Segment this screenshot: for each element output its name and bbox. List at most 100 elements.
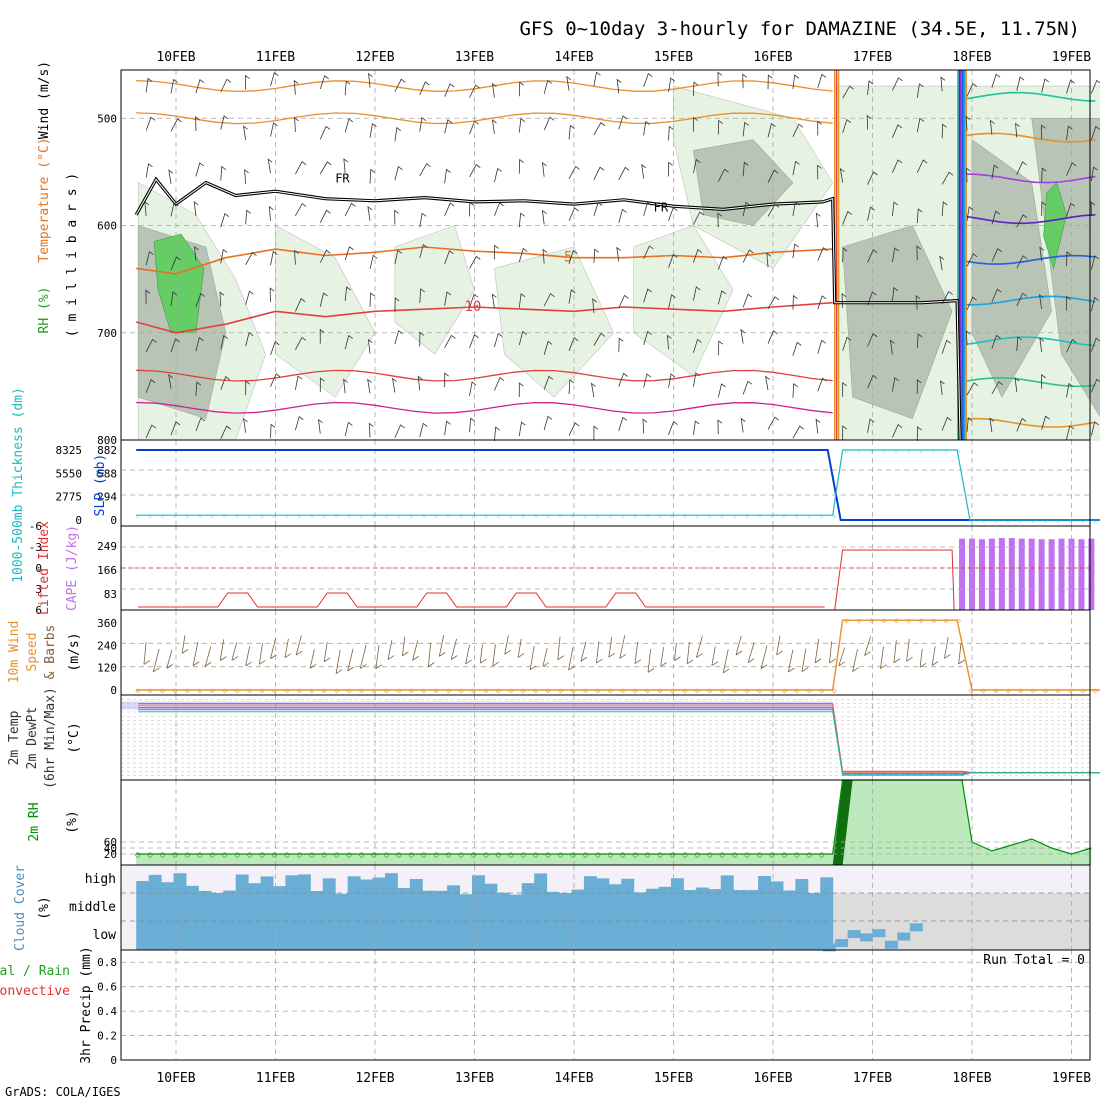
y-axis-label-part: RH (%) xyxy=(37,287,52,334)
thickness-marker: ☆ xyxy=(608,511,613,520)
rh2m-marker: ○ xyxy=(421,850,426,859)
wind-barb xyxy=(469,334,479,349)
cloud-bar xyxy=(807,892,821,950)
thickness-marker: ☆ xyxy=(832,511,837,520)
surface-barb xyxy=(747,642,755,664)
surface-barb xyxy=(359,645,367,669)
wind-barb xyxy=(593,201,603,217)
wind-barb xyxy=(270,373,281,387)
rh2m-marker: ○ xyxy=(583,850,588,859)
surface-barb xyxy=(735,635,743,656)
rh2m-marker: ○ xyxy=(459,850,464,859)
wind-barb xyxy=(742,73,747,89)
wind-barb xyxy=(991,288,1002,303)
wind-barb xyxy=(693,338,702,353)
wind-barb xyxy=(767,330,778,344)
cloud-bar xyxy=(671,878,684,950)
wind-barb xyxy=(742,380,753,395)
rh2m-marker: ○ xyxy=(521,850,526,859)
surface-barb xyxy=(347,648,354,672)
wind-speed-marker: ◇ xyxy=(658,686,663,695)
wind-barb xyxy=(417,375,423,391)
wind-barb xyxy=(543,340,553,356)
wind-barb xyxy=(668,206,678,221)
wind-barb xyxy=(892,377,900,392)
wind-barb xyxy=(394,166,403,181)
cloud-bar xyxy=(884,940,898,949)
wind-barb xyxy=(444,119,453,134)
wind-barb xyxy=(668,161,673,177)
wind-barb xyxy=(941,339,951,354)
wind-barb xyxy=(145,250,154,266)
wind-barb xyxy=(195,79,205,94)
run-total-label: Run Total = 0 xyxy=(983,953,1085,968)
wind-barb xyxy=(319,125,331,140)
wind-barb xyxy=(765,375,770,391)
surface-barb xyxy=(450,638,458,660)
wind-barb xyxy=(717,212,723,228)
wind-barb xyxy=(518,212,525,228)
wind-barb xyxy=(916,83,924,98)
thickness-marker: ☆ xyxy=(944,446,949,455)
wind-barb xyxy=(892,424,903,438)
wind-speed-marker: ◇ xyxy=(260,686,265,695)
thickness-marker: ☆ xyxy=(197,511,202,520)
wind-barb xyxy=(1041,373,1046,389)
rh2m-marker: ○ xyxy=(757,850,762,859)
wind-barb xyxy=(494,332,503,348)
wind-barb xyxy=(618,115,628,130)
wind-barb xyxy=(419,212,427,228)
precip-tick: 0.2 xyxy=(97,1030,117,1043)
rh2m-marker: ○ xyxy=(533,850,538,859)
rh2m-marker: ○ xyxy=(347,850,352,859)
wind-speed-line xyxy=(136,619,1100,691)
y-axis-label: & Barbs xyxy=(43,625,58,680)
wind-speed-marker: ◇ xyxy=(807,686,812,695)
date-label-top: 19FEB xyxy=(1052,50,1091,65)
cape-bar xyxy=(1028,538,1035,610)
wind-barb xyxy=(319,75,329,90)
thickness-marker: ☆ xyxy=(446,511,451,520)
y-axis-label-part: Wind (m/s) xyxy=(37,61,52,139)
rh2m-marker: ○ xyxy=(720,850,725,859)
wind-barb xyxy=(643,373,652,388)
cloud-bar xyxy=(484,883,498,950)
date-label-top: 17FEB xyxy=(853,50,892,65)
wind-barb xyxy=(668,420,678,435)
wind-barb xyxy=(867,171,878,185)
wind-speed-marker: ◇ xyxy=(620,686,625,695)
cloud-bar xyxy=(210,892,224,950)
wind-barb xyxy=(593,332,606,346)
wind-barb xyxy=(419,288,425,303)
wind-barb xyxy=(717,255,728,270)
wind-barb xyxy=(1091,255,1099,270)
rh2m-tick: 20 xyxy=(104,848,117,861)
cloud-bar xyxy=(646,888,660,950)
wind-barb xyxy=(469,417,475,433)
wind-barb xyxy=(518,293,526,308)
wind-barb xyxy=(369,123,377,138)
wind-barb xyxy=(469,201,474,217)
wind-speed-marker: ◇ xyxy=(1006,686,1011,695)
wind-speed-marker: ◇ xyxy=(670,686,675,695)
wind-barb xyxy=(469,381,477,396)
thickness-marker: ☆ xyxy=(1093,516,1098,525)
surface-barb xyxy=(295,635,303,656)
cloud-bar xyxy=(835,939,849,948)
wind-barb xyxy=(145,116,156,131)
thickness-marker: ☆ xyxy=(396,511,401,520)
wind-barb xyxy=(444,250,454,265)
cloud-bar xyxy=(223,890,237,950)
wind-barb xyxy=(444,202,455,217)
wind-speed-marker: ◇ xyxy=(235,686,240,695)
wind-speed-marker: ◇ xyxy=(695,686,700,695)
thickness-marker: ☆ xyxy=(844,446,849,455)
wind-barb xyxy=(966,253,978,267)
y-axis-label: (°C) xyxy=(67,722,82,753)
wind-barb xyxy=(892,77,903,91)
y-axis-label: (%) xyxy=(37,896,52,919)
text-layer: 10FEB 10FEB 11FEB 11FEB 12FEB 12FEB 13FEB 13FEB… xyxy=(0,50,1091,1086)
cloud-bar xyxy=(372,877,386,950)
footer-credit: GrADS: COLA/IGES xyxy=(5,1085,121,1099)
wind-speed-marker: ◇ xyxy=(496,686,501,695)
